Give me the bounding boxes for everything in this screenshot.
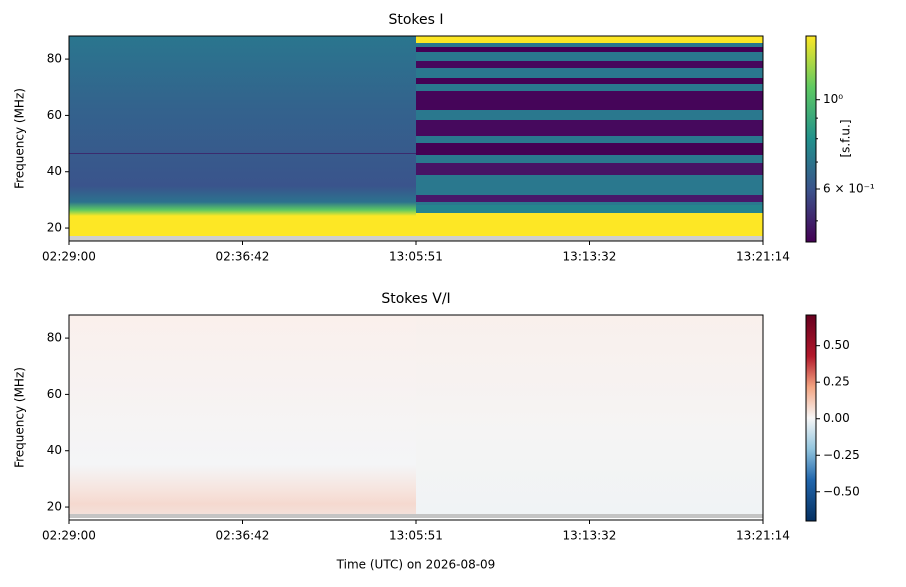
heatmap-image bbox=[69, 36, 763, 518]
colorbar-label: [s.f.u.] bbox=[839, 119, 853, 157]
x-tick-label: 02:36:42 bbox=[216, 529, 270, 543]
x-tick-label: 02:36:42 bbox=[216, 250, 270, 264]
y-axis-label: Frequency (MHz) bbox=[13, 367, 27, 468]
colorbar-tick-label: 10⁰ bbox=[823, 92, 843, 106]
x-tick-label: 02:29:00 bbox=[42, 250, 96, 264]
colorbar-tick-label: 0.00 bbox=[823, 411, 850, 425]
y-tick-label: 20 bbox=[47, 221, 62, 235]
colorbar bbox=[805, 314, 817, 522]
y-tick-label: 80 bbox=[47, 331, 62, 345]
chart-title: Stokes V/I bbox=[381, 291, 450, 307]
chart-title: Stokes I bbox=[388, 12, 443, 28]
colorbar-tick-label: 6 × 10⁻¹ bbox=[823, 181, 875, 195]
y-axis-label: Frequency (MHz) bbox=[13, 88, 27, 189]
y-tick-label: 20 bbox=[47, 500, 62, 514]
colorbar-tick-label: −0.50 bbox=[823, 484, 860, 498]
x-tick-label: 13:13:32 bbox=[563, 250, 617, 264]
colorbar-tick-label: 0.50 bbox=[823, 338, 850, 352]
x-tick-label: 02:29:00 bbox=[42, 529, 96, 543]
y-tick-label: 80 bbox=[47, 52, 62, 66]
x-tick-label: 13:05:51 bbox=[389, 529, 443, 543]
colorbar-tick-label: 0.25 bbox=[823, 375, 850, 389]
x-tick-label: 13:05:51 bbox=[389, 250, 443, 264]
x-tick-label: 13:21:14 bbox=[736, 250, 790, 264]
y-tick-label: 40 bbox=[47, 164, 62, 178]
colorbar-tick-label: −0.25 bbox=[823, 448, 860, 462]
y-tick-label: 60 bbox=[47, 387, 62, 401]
x-axis-label: Time (UTC) on 2026-08-09 bbox=[336, 558, 496, 572]
y-tick-label: 40 bbox=[47, 443, 62, 457]
y-tick-label: 60 bbox=[47, 108, 62, 122]
x-tick-label: 13:13:32 bbox=[563, 529, 617, 543]
colorbar bbox=[805, 35, 817, 243]
x-tick-label: 13:21:14 bbox=[736, 529, 790, 543]
